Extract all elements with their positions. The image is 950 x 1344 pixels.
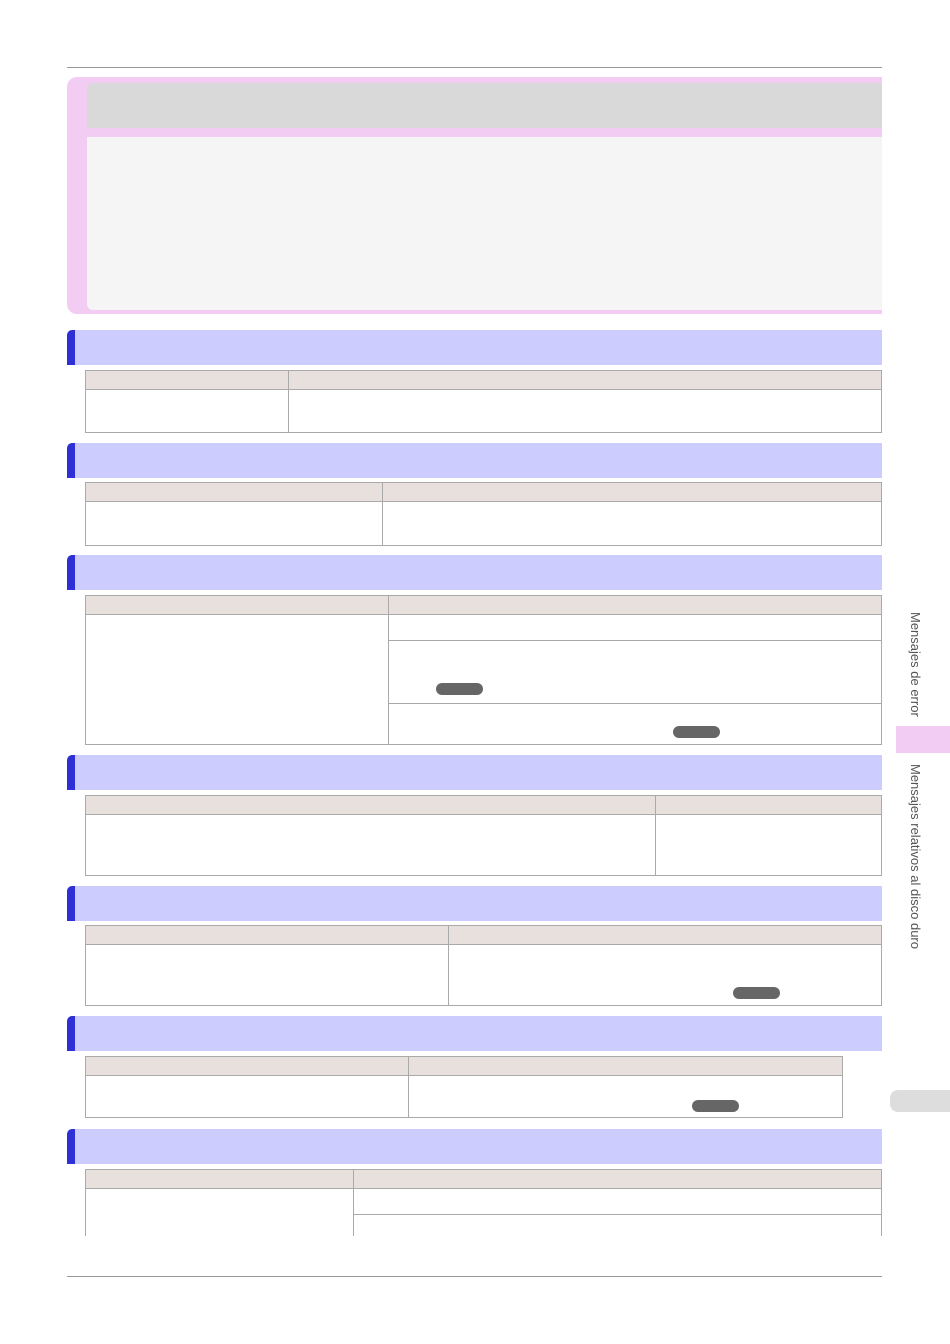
section-header — [75, 1129, 882, 1164]
section-header — [75, 1016, 882, 1051]
top-rule — [67, 67, 882, 68]
table-header — [86, 796, 881, 815]
link-button — [692, 1100, 739, 1112]
column-divider — [353, 1169, 354, 1236]
side-subsection: Mensajes relativos al disco duro — [908, 764, 923, 949]
side-section: Mensajes de error — [908, 612, 923, 717]
link-button — [733, 987, 780, 999]
note-body — [87, 137, 882, 310]
side-tab-marker — [896, 726, 950, 753]
section-header — [75, 330, 882, 365]
link-button — [436, 683, 483, 695]
section-header — [75, 443, 882, 478]
note-header — [87, 83, 882, 128]
column-divider — [382, 482, 383, 546]
row-divider — [353, 1214, 882, 1215]
table-header — [86, 483, 881, 502]
column-divider — [388, 595, 389, 745]
table-header — [86, 1057, 842, 1076]
column-divider — [655, 795, 656, 876]
section-header — [75, 555, 882, 590]
table-header — [86, 1170, 881, 1189]
section-header — [75, 886, 882, 921]
row-divider — [388, 640, 882, 641]
column-divider — [288, 370, 289, 433]
bottom-rule — [67, 1276, 882, 1277]
column-divider — [448, 925, 449, 1006]
section-header — [75, 755, 882, 790]
row-divider — [388, 703, 882, 704]
table-header — [86, 371, 881, 390]
table-header — [86, 926, 881, 945]
link-button — [673, 726, 720, 738]
table-header — [86, 596, 881, 615]
side-tab-index — [890, 1090, 950, 1112]
column-divider — [408, 1056, 409, 1118]
table — [85, 595, 882, 745]
